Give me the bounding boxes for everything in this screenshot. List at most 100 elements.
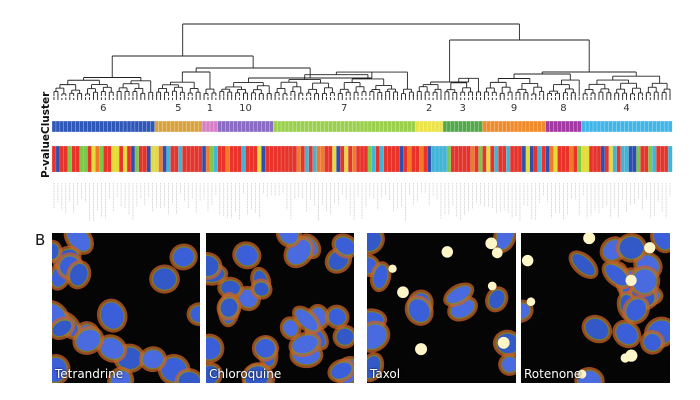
cluster-cell [644, 120, 649, 133]
pvalue-cell [383, 145, 389, 173]
cell-nucleus [572, 254, 595, 276]
cluster-cell [371, 120, 377, 133]
cluster-cell [237, 120, 243, 133]
pvalue-cell [166, 145, 171, 173]
pvalue-cell [434, 145, 440, 173]
pvalue-cell [600, 145, 606, 173]
pvalue-cell [557, 145, 562, 173]
cluster-cell [95, 120, 100, 133]
pvalue-cell [355, 145, 361, 173]
pvalue-cell [296, 145, 302, 173]
cell-nucleus [220, 298, 238, 317]
cluster-number-label: 7 [341, 103, 348, 114]
pvalue-cell [482, 145, 487, 173]
cluster-cell [170, 120, 175, 133]
cell-nucleus [654, 233, 670, 250]
cluster-cell [276, 120, 282, 133]
cell-nucleus [336, 328, 354, 345]
rounded-cell [388, 264, 397, 273]
pvalue-cell [324, 145, 329, 173]
cell-nucleus [632, 269, 657, 293]
pvalue-cell [201, 145, 207, 173]
cluster-cell [588, 120, 594, 133]
pvalue-cell [486, 145, 491, 173]
pvalue-cell [95, 145, 100, 173]
cluster-cell [245, 120, 250, 133]
cluster-cell [190, 120, 195, 133]
cluster-cell [261, 120, 266, 133]
cluster-cell [257, 120, 262, 133]
cell-nucleus [367, 324, 387, 349]
pvalue-cell [276, 145, 282, 173]
rounded-cell [644, 242, 656, 254]
pvalue-cell [178, 145, 183, 173]
cell-nucleus [111, 370, 131, 383]
cluster-cell [584, 120, 590, 133]
cluster-cell [482, 120, 487, 133]
pvalue-cell [367, 145, 373, 173]
pvalue-cell [584, 145, 590, 173]
cell-nucleus [100, 338, 124, 359]
cell-nucleus [331, 362, 352, 379]
pvalue-cell [269, 145, 274, 173]
pvalue-cell [569, 145, 574, 173]
pvalue-cell [620, 145, 626, 173]
cluster-cell [529, 120, 535, 133]
cell-nucleus [173, 247, 194, 267]
cluster-cell [415, 120, 420, 133]
pvalue-cell [561, 145, 566, 173]
cluster-cell [474, 120, 479, 133]
cluster-cell [395, 120, 400, 133]
pvalue-cell [458, 145, 464, 173]
pvalue-cell [608, 145, 614, 173]
cluster-cell [126, 120, 132, 133]
pvalue-cell [419, 145, 424, 173]
cluster-cell [628, 120, 633, 133]
pvalue-cell [667, 145, 673, 173]
pvalue-cell [174, 145, 179, 173]
pvalue-cell [663, 145, 669, 173]
pvalue-cell [545, 145, 551, 173]
pvalue-cell [498, 145, 503, 173]
cluster-cell [166, 120, 171, 133]
cluster-cell [505, 120, 511, 133]
pvalue-cell [150, 145, 156, 173]
pvalue-cell [273, 145, 278, 173]
pvalue-cell [284, 145, 290, 173]
cell-nucleus [496, 233, 514, 249]
pvalue-cell [660, 145, 665, 173]
pvalue-cell [332, 145, 337, 173]
cluster-cell [111, 120, 116, 133]
pvalue-cell [470, 145, 475, 173]
cluster-cell [312, 120, 318, 133]
pvalue-cell [490, 145, 495, 173]
pvalue-cell [190, 145, 195, 173]
cluster-cell [624, 120, 630, 133]
cluster-cell [667, 120, 673, 133]
cell-nucleus [206, 366, 219, 383]
cluster-cell [569, 120, 574, 133]
cell-nucleus [52, 243, 59, 259]
cluster-cell [351, 120, 357, 133]
pvalue-cell [592, 145, 598, 173]
cluster-cell [225, 120, 231, 133]
cell-nucleus [76, 329, 101, 351]
pvalue-cell [521, 145, 527, 173]
pvalue-cell [391, 145, 396, 173]
pvalue-cell [146, 145, 152, 173]
pvalue-cell [103, 145, 108, 173]
pvalue-cell [624, 145, 629, 173]
pvalue-cell [537, 145, 543, 173]
pvalue-cell [462, 145, 468, 173]
cluster-cell [217, 120, 223, 133]
cell-nucleus [644, 334, 661, 351]
cell-nucleus [236, 245, 258, 266]
cluster-cell [154, 120, 160, 133]
cluster-cell [521, 120, 527, 133]
pvalue-cell [158, 145, 163, 173]
cluster-cell [87, 120, 92, 133]
pvalue-cell [99, 145, 104, 173]
micrograph-label: Taxol [370, 367, 401, 381]
pvalue-cell [186, 145, 191, 173]
cluster-number-label: 4 [623, 103, 630, 114]
